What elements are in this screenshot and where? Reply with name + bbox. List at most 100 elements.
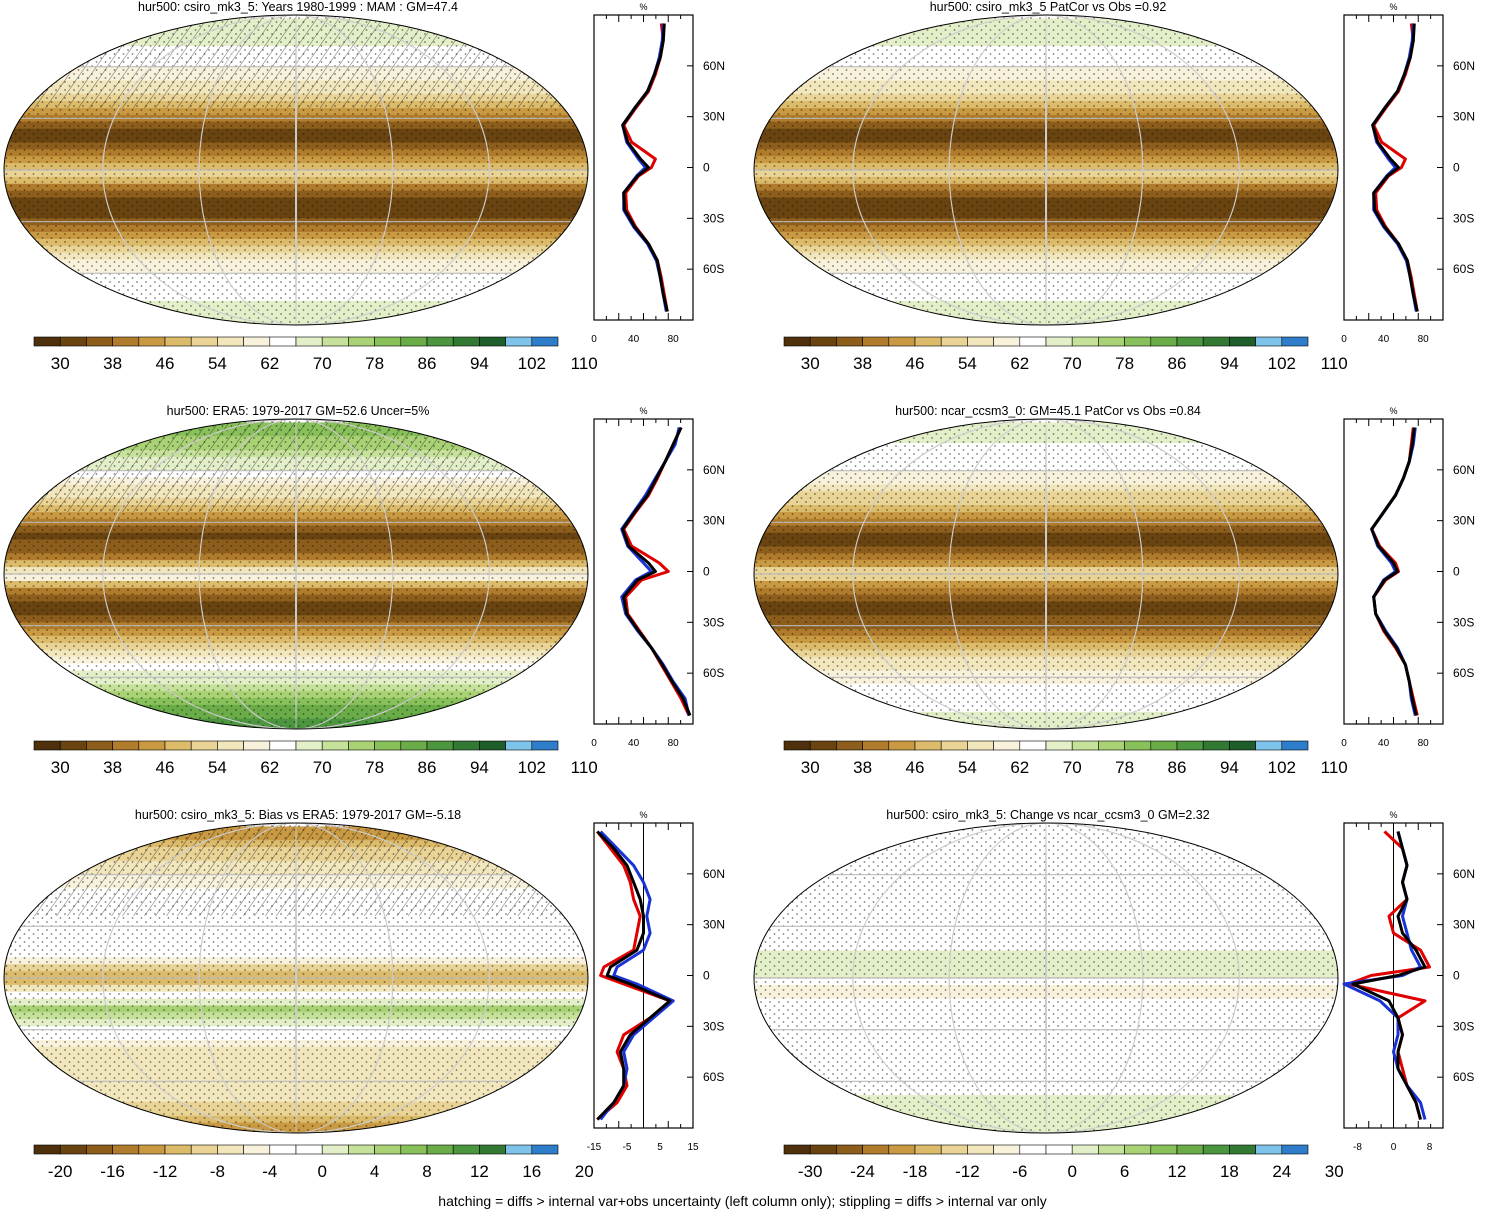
- colorbar-swatch: [888, 1144, 916, 1155]
- colorbar-swatch: [138, 336, 166, 347]
- colorbar-tick-label: 94: [1220, 354, 1239, 373]
- profile-lat-label: 0: [703, 161, 710, 175]
- map-field: [754, 823, 1338, 1133]
- profile-lat-label: 60S: [1453, 262, 1474, 276]
- graticule-meridian: [198, 823, 394, 1133]
- map-field: [4, 419, 588, 729]
- profile-x-tick-label: 5: [657, 1142, 663, 1153]
- colorbar-swatch: [321, 740, 349, 751]
- profile-unit: %: [639, 406, 647, 416]
- chart-title: hur500: ncar_ccsm3_0: GM=45.1 PatCor vs …: [895, 404, 1201, 418]
- colorbar-swatch: [374, 336, 402, 347]
- map-outline: [753, 14, 1339, 326]
- profile-x-tick-label: 0: [591, 738, 597, 749]
- colorbar-tick-label: 78: [365, 354, 384, 373]
- profile-series-line: [1351, 831, 1427, 1120]
- colorbar-tick-label: 110: [1321, 354, 1348, 373]
- profile-x-tick-label: -15: [587, 1142, 602, 1153]
- profile-series-line: [1371, 23, 1419, 312]
- profile-x-tick-label: 40: [1378, 738, 1390, 749]
- colorbar-swatch: [809, 740, 837, 751]
- profile-x-tick-label: 0: [1341, 334, 1347, 345]
- colorbar-tick-label: 20: [575, 1162, 594, 1181]
- colorbar-swatch: [1019, 336, 1047, 347]
- colorbar-swatch: [112, 740, 140, 751]
- profile-x-tick-label: 0: [591, 334, 597, 345]
- colorbar-swatch: [1202, 1144, 1230, 1155]
- graticule-meridian: [1045, 15, 1047, 325]
- panel-graphics: 30 38 46 54 62 70 78 86 94 102 110% 0 40 80 60N 30N 0 30S…: [3, 2, 725, 373]
- colorbar-swatch: [1229, 740, 1256, 751]
- profile-lat-label: 30S: [703, 1019, 724, 1033]
- colorbar-swatch: [783, 1144, 811, 1155]
- colorbar-tick-label: -6: [1012, 1162, 1027, 1181]
- graticule-meridian: [948, 15, 1144, 325]
- colorbar-swatch: [269, 1144, 297, 1155]
- colorbar-swatch: [479, 1144, 506, 1155]
- colorbar-swatch: [888, 740, 916, 751]
- colorbar-swatch: [967, 336, 994, 347]
- colorbar-tick-label: 70: [1063, 758, 1082, 777]
- colorbar-swatch: [967, 740, 994, 751]
- colorbar-tick-label: 86: [1168, 758, 1187, 777]
- colorbar-tick-label: 38: [103, 354, 122, 373]
- profile-lat-label: 60N: [703, 867, 725, 881]
- footer-note: hatching = diffs > internal var+obs unce…: [438, 1193, 1047, 1209]
- colorbar-tick-label: -12: [955, 1162, 980, 1181]
- profile-series-line: [596, 830, 672, 1121]
- graticule-meridian: [295, 15, 297, 325]
- colorbar-swatch: [993, 336, 1021, 347]
- colorbar-tick-label: 78: [365, 758, 384, 777]
- profile-x-tick-label: 80: [1418, 738, 1430, 749]
- colorbar-swatch: [426, 336, 454, 347]
- panel-graphics: 30 38 46 54 62 70 78 86 94 102 110% 0 40 80 60N 30N 0 30S…: [3, 406, 725, 777]
- colorbar-swatch: [1098, 336, 1125, 347]
- colorbar-swatch: [862, 1144, 890, 1155]
- profile-lat-label: 30N: [703, 110, 725, 124]
- colorbar-tick-label: 16: [522, 1162, 541, 1181]
- graticule-meridian: [852, 823, 1240, 1133]
- profile-lat-label: 30N: [1453, 918, 1475, 932]
- colorbar-swatch: [426, 740, 454, 751]
- colorbar-swatch: [1176, 1144, 1204, 1155]
- colorbar-tick-label: 12: [1168, 1162, 1187, 1181]
- colorbar-swatch: [400, 740, 428, 751]
- colorbar-tick-label: 18: [1220, 1162, 1239, 1181]
- profile-lat-label: 60S: [703, 666, 724, 680]
- colorbar-swatch: [1150, 1144, 1178, 1155]
- colorbar-tick-label: 110: [571, 758, 598, 777]
- profile-unit: %: [639, 810, 647, 820]
- colorbar-swatch: [531, 740, 559, 751]
- profile-lat-label: 0: [703, 565, 710, 579]
- colorbar-swatch: [836, 740, 863, 751]
- colorbar-swatch: [243, 740, 271, 751]
- colorbar-swatch: [138, 1144, 166, 1155]
- profile-unit: %: [639, 2, 647, 12]
- profile-x-tick-label: 40: [1378, 334, 1390, 345]
- colorbar-swatch: [138, 740, 166, 751]
- map-field: [754, 15, 1338, 325]
- colorbar-swatch: [531, 336, 559, 347]
- profile-lat-label: 30S: [1453, 1019, 1474, 1033]
- colorbar-tick-label: -18: [903, 1162, 928, 1181]
- colorbar-swatch: [295, 740, 323, 751]
- colorbar-swatch: [1019, 740, 1047, 751]
- profile-lat-label: 0: [1453, 161, 1460, 175]
- colorbar-swatch: [452, 1144, 480, 1155]
- colorbar-swatch: [1202, 740, 1230, 751]
- map-outline: [753, 418, 1339, 730]
- colorbar-swatch: [993, 740, 1021, 751]
- colorbar-tick-label: 78: [1115, 758, 1134, 777]
- colorbar-swatch: [1124, 740, 1152, 751]
- colorbar-swatch: [1281, 336, 1309, 347]
- colorbar-swatch: [33, 1144, 61, 1155]
- profile-lat-label: 30N: [1453, 514, 1475, 528]
- colorbar-swatch: [505, 740, 533, 751]
- chart-title: hur500: csiro_mk3_5: Years 1980-1999 : M…: [138, 0, 458, 14]
- colorbar-swatch: [967, 1144, 994, 1155]
- chart-title: hur500: csiro_mk3_5: Bias vs ERA5: 1979-…: [134, 808, 462, 822]
- colorbar-swatch: [1071, 740, 1099, 751]
- colorbar-tick-label: 70: [313, 758, 332, 777]
- colorbar-swatch: [1071, 336, 1099, 347]
- colorbar-tick-label: 0: [317, 1162, 326, 1181]
